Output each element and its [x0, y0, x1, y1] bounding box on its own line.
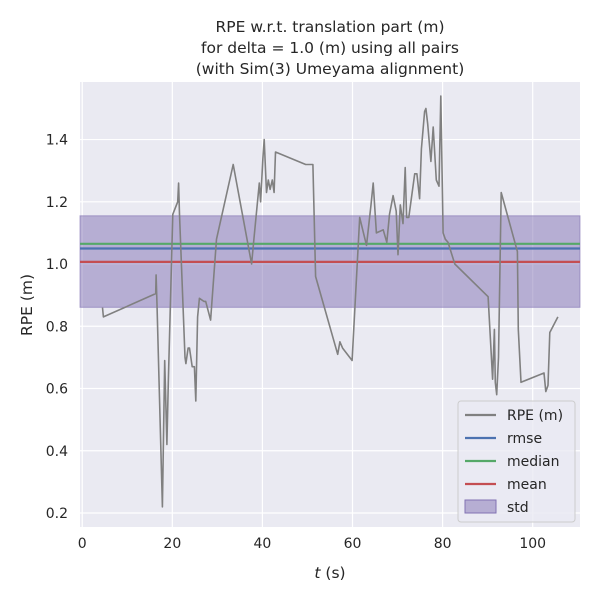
y-tick-label: 0.8 — [46, 319, 68, 335]
y-tick-label: 0.4 — [46, 444, 68, 460]
y-tick-label: 1.2 — [46, 195, 68, 211]
y-axis-label: RPE (m) — [18, 274, 36, 336]
legend: RPE (m) rmse median mean std — [457, 400, 576, 523]
legend-label: rmse — [507, 431, 542, 447]
legend-label: RPE (m) — [507, 408, 563, 424]
y-tick-label: 0.6 — [46, 382, 68, 398]
legend-label: std — [507, 500, 529, 516]
y-tick-labels: 0.2 0.4 0.6 0.8 1.0 1.2 1.4 — [46, 133, 68, 522]
x-tick-label: 40 — [254, 536, 272, 552]
x-tick-label: 0 — [78, 536, 87, 552]
x-tick-label: 100 — [519, 536, 546, 552]
legend-label: mean — [507, 477, 547, 493]
x-tick-label: 80 — [434, 536, 452, 552]
stat-lines — [80, 242, 580, 263]
title-line-3: (with Sim(3) Umeyama alignment) — [196, 60, 465, 78]
title-line-1: RPE w.r.t. translation part (m) — [215, 18, 444, 36]
chart-title: RPE w.r.t. translation part (m) for delt… — [196, 18, 465, 78]
x-axis-label-var: t — [314, 564, 321, 582]
y-tick-label: 0.2 — [46, 506, 68, 522]
rpe-series-line — [101, 95, 559, 508]
y-tick-label: 1.4 — [46, 133, 68, 149]
title-line-2: for delta = 1.0 (m) using all pairs — [201, 39, 459, 57]
legend-frame — [457, 400, 576, 523]
x-tick-label: 20 — [163, 536, 181, 552]
y-tick-label: 1.0 — [46, 257, 68, 273]
legend-label: median — [507, 454, 559, 470]
x-axis-label: t (s) — [314, 564, 345, 582]
x-tick-label: 60 — [344, 536, 362, 552]
series-layer — [101, 95, 559, 508]
legend-swatch — [464, 499, 497, 514]
x-axis-label-unit: (s) — [320, 564, 345, 582]
x-tick-labels: 0 20 40 60 80 100 — [78, 536, 546, 552]
